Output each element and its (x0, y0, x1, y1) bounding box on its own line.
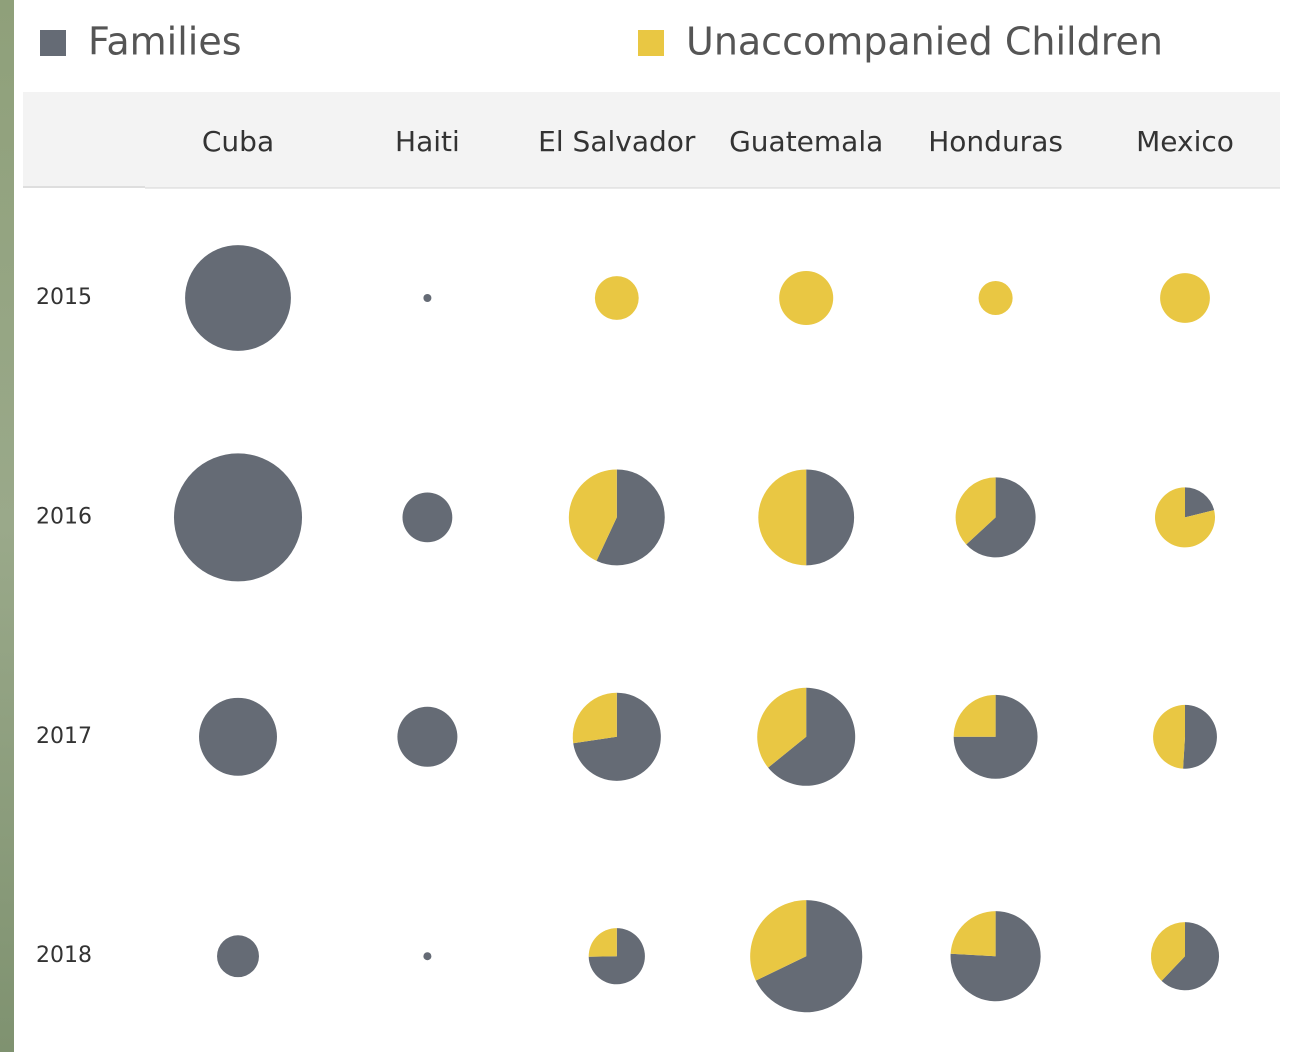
pie-slice (779, 270, 834, 326)
pie-slice (1155, 487, 1215, 548)
pie-slice (953, 694, 996, 737)
row-label: 2017 (36, 724, 92, 749)
column-header: Haiti (395, 125, 460, 158)
legend-swatch (40, 30, 66, 56)
pie-slice (423, 952, 432, 961)
column-header: Mexico (1136, 125, 1234, 158)
pie-slice (596, 469, 665, 566)
pie-slice (955, 477, 996, 545)
pie-slice (966, 477, 1036, 558)
pie-slice (402, 492, 453, 543)
row-label: 2016 (36, 504, 92, 529)
pie-slice (1183, 704, 1217, 769)
legend-label: Families (88, 20, 242, 64)
pie-slice (768, 687, 856, 786)
column-header: Guatemala (729, 125, 883, 158)
pie-slice (423, 294, 432, 302)
pie-slice (978, 280, 1013, 316)
legend-label: Unaccompanied Children (686, 20, 1163, 64)
pie-slice (594, 276, 639, 320)
pie-slice (755, 900, 863, 1013)
pie-slice (185, 245, 291, 351)
pie-slice (757, 687, 807, 768)
pie-slice (750, 900, 807, 981)
pie-slice (173, 453, 303, 582)
pie-slice (573, 692, 661, 781)
pie-slice (1150, 922, 1185, 981)
pie-slice (1161, 922, 1220, 991)
pie-slice (1185, 487, 1215, 518)
pie-slice (397, 706, 458, 767)
row-label: 2015 (36, 285, 92, 310)
header-band (23, 92, 1280, 188)
pie-slice (568, 469, 617, 561)
pie-slice (1160, 273, 1210, 323)
pie-slice (572, 692, 617, 744)
pie-slice (806, 469, 855, 566)
column-header: Honduras (928, 125, 1063, 158)
column-header: Cuba (202, 125, 274, 158)
pie-slice (588, 928, 617, 957)
pie-slice (950, 911, 996, 957)
pie-slice (758, 469, 807, 566)
row-label: 2018 (36, 943, 92, 968)
legend-swatch (638, 30, 664, 56)
column-header: El Salvador (538, 125, 696, 158)
pie-slice (588, 928, 645, 985)
pie-slice (217, 935, 259, 978)
background-strip (0, 0, 14, 1052)
pie-slice (950, 911, 1041, 1002)
pie-slice (199, 697, 277, 776)
pie-slice (1153, 704, 1185, 769)
